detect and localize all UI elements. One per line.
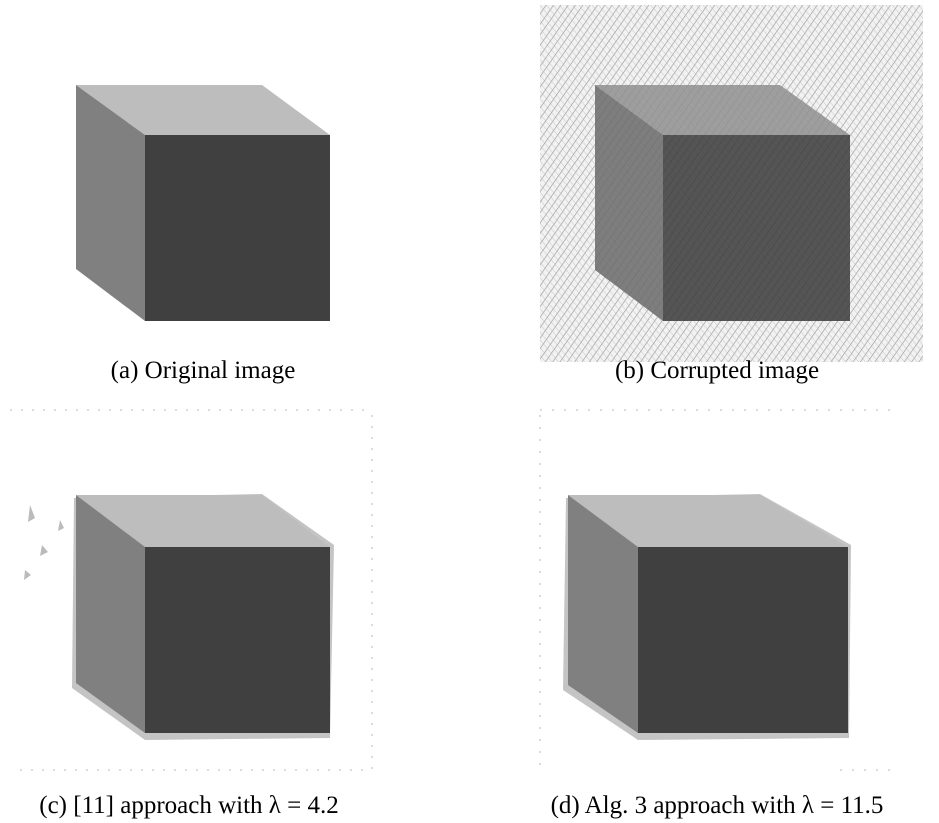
caption: (b) Corrupted image bbox=[615, 357, 819, 384]
caption: (c) [11] approach with λ = 4.2 bbox=[39, 792, 339, 819]
caption: (a) Original image bbox=[111, 357, 296, 384]
panel-d-image bbox=[540, 410, 895, 770]
caption: (d) Alg. 3 approach with λ = 11.5 bbox=[551, 792, 884, 819]
figure-canvas: (a) Original image (b) Corrupted image (… bbox=[0, 0, 939, 823]
figure: (a) Original image (b) Corrupted image (… bbox=[0, 0, 939, 823]
panel-b-image bbox=[540, 5, 923, 362]
panel-c-image bbox=[10, 410, 372, 770]
panel-a-image bbox=[76, 85, 330, 321]
